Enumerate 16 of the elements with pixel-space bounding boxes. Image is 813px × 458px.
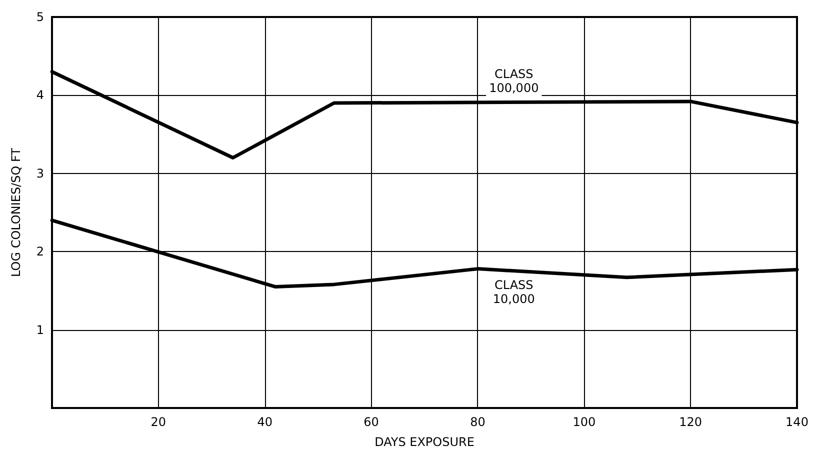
x-tick-label: 40 [257, 415, 272, 429]
x-axis-title: DAYS EXPOSURE [374, 435, 474, 449]
y-tick-label: 5 [36, 10, 44, 24]
x-tick-label: 60 [364, 415, 379, 429]
x-tick-label: 140 [786, 415, 808, 429]
y-axis-title: LOG COLONIES/SQ FT [9, 147, 23, 277]
x-tick-label: 80 [470, 415, 486, 429]
y-tick-label: 3 [36, 166, 44, 180]
y-tick-label: 4 [36, 88, 44, 102]
x-tick-label: 20 [150, 415, 166, 429]
series-label: CLASS 100,000 [489, 67, 539, 96]
series-label: CLASS 10,000 [492, 278, 535, 306]
x-tick-label: 100 [572, 415, 596, 429]
x-tick-label: 120 [679, 415, 702, 429]
y-tick-label: 1 [36, 322, 44, 337]
y-tick-label: 2 [36, 244, 44, 259]
